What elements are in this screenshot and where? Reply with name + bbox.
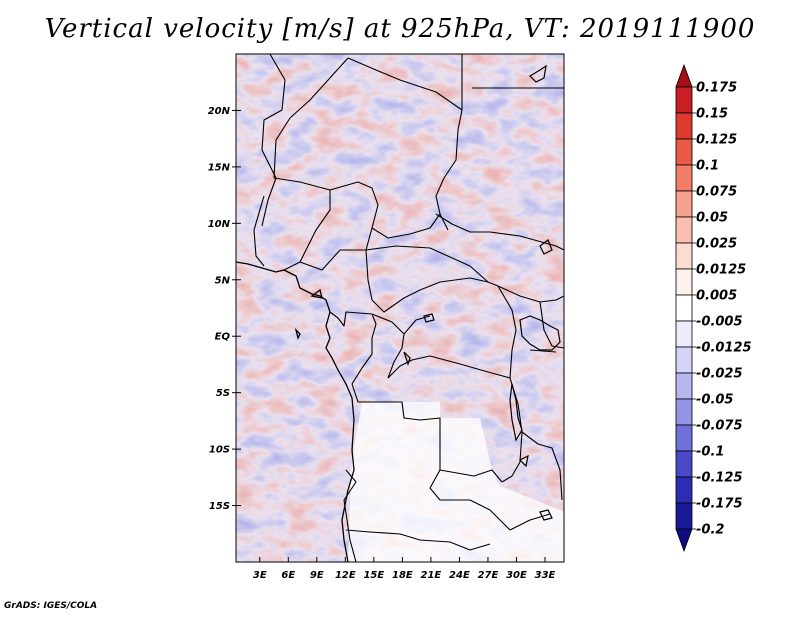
plot-frame — [235, 53, 565, 563]
colorbar-label: -0.075 — [696, 419, 743, 434]
chart-title: Vertical velocity [m/s] at 925hPa, VT: 2… — [44, 14, 756, 44]
colorbar-label: -0.125 — [696, 471, 743, 486]
colorbar-label: 0.025 — [696, 237, 737, 252]
colorbar-label: -0.005 — [696, 315, 743, 330]
colorbar: 0.175 0.15 0.125 0.1 0.075 0.05 0.025 0.0125 0.0… — [675, 63, 752, 553]
colorbar-swatch — [675, 450, 693, 478]
lat-tick-label: 10S — [209, 445, 230, 456]
colorbar-label: -0.0125 — [696, 341, 752, 356]
country-borders — [253, 54, 564, 562]
latitude-axis: 20N 15N 10N 5N EQ 5S 10S 15S — [208, 106, 241, 512]
colorbar-swatch — [675, 216, 693, 244]
colorbar-label: -0.025 — [696, 367, 743, 382]
lat-tick-label: 15S — [209, 501, 230, 512]
lon-tick-label: 24E — [449, 570, 470, 581]
colorbar-swatch — [675, 476, 693, 504]
colorbar-swatch — [675, 372, 693, 400]
lakes — [403, 64, 561, 521]
longitude-axis: 3E 6E 9E 12E 15E 18E 21E 24E 27E 30E 33E — [253, 557, 556, 581]
lon-tick-label: 15E — [363, 570, 384, 581]
colorbar-label: -0.05 — [696, 393, 733, 408]
colorbar-label: -0.175 — [696, 497, 743, 512]
lon-tick-label: 3E — [253, 570, 267, 581]
colorbar-bottom-triangle — [675, 528, 693, 553]
lon-tick-label: 21E — [421, 570, 442, 581]
lon-tick-label: 30E — [506, 570, 527, 581]
colorbar-label: 0.075 — [696, 185, 737, 200]
lon-tick-label: 12E — [335, 570, 356, 581]
lat-tick-label: 20N — [208, 106, 231, 117]
colorbar-swatch — [675, 320, 693, 348]
lat-tick-label: 15N — [208, 162, 231, 173]
colorbar-label: 0.15 — [696, 107, 728, 122]
colorbar-swatch — [675, 190, 693, 218]
colorbar-swatch — [675, 502, 693, 530]
colorbar-swatch — [675, 242, 693, 270]
colorbar-swatch — [675, 112, 693, 140]
lon-tick-label: 33E — [535, 570, 556, 581]
grads-credit: GrADS: IGES/COLA — [4, 601, 98, 611]
lon-tick-label: 27E — [478, 570, 499, 581]
colorbar-label: -0.1 — [696, 445, 724, 460]
colorbar-swatch — [675, 346, 693, 374]
colorbar-swatch — [675, 138, 693, 166]
lon-tick-label: 18E — [392, 570, 413, 581]
colorbar-swatch — [675, 424, 693, 452]
lat-tick-label: 5N — [215, 275, 231, 286]
colorbar-swatch — [675, 294, 693, 322]
lat-tick-label: 5S — [216, 388, 230, 399]
colorbar-label: 0.125 — [696, 133, 737, 148]
lat-tick-label: 10N — [208, 219, 231, 230]
colorbar-label: -0.2 — [696, 523, 724, 538]
colorbar-top-triangle — [675, 63, 693, 88]
lat-tick-label: EQ — [215, 332, 231, 343]
colorbar-label: 0.05 — [696, 211, 728, 226]
colorbar-swatch — [675, 398, 693, 426]
lon-tick-label: 9E — [310, 570, 324, 581]
colorbar-label: 0.175 — [696, 81, 737, 96]
colorbar-swatch — [675, 268, 693, 296]
colorbar-label: 0.1 — [696, 159, 719, 174]
coastline — [236, 261, 355, 562]
colorbar-label: 0.0125 — [696, 263, 746, 278]
lon-tick-label: 6E — [281, 570, 295, 581]
colorbar-label: 0.005 — [696, 289, 737, 304]
colorbar-swatch — [675, 86, 693, 114]
colorbar-swatch — [675, 164, 693, 192]
plot-area — [236, 54, 564, 562]
